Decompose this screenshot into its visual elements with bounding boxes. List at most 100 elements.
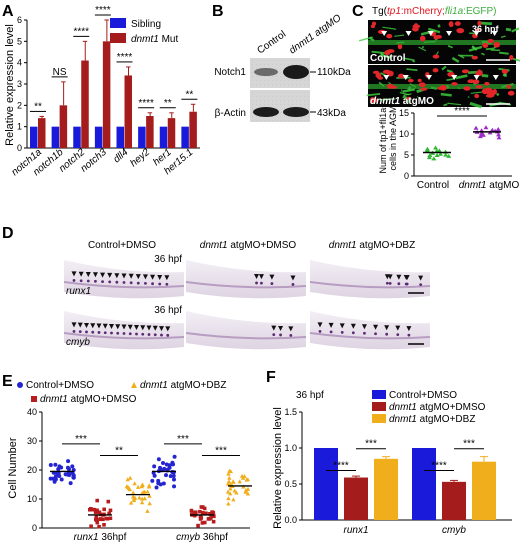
chart-e-ylabel: Cell Number (7, 437, 19, 498)
stained-cell (279, 334, 282, 337)
mcherry-cell (433, 54, 440, 58)
significance-a-4: **** (117, 52, 133, 63)
bar-f-2-runx1 (374, 459, 398, 520)
stained-cell (272, 333, 275, 336)
stained-cell (115, 281, 118, 284)
stained-cell (407, 334, 410, 337)
stained-cell (104, 331, 107, 334)
stained-cell (85, 331, 88, 334)
bar-1-notch1b (60, 105, 68, 148)
stained-cell (352, 331, 355, 334)
chart-e-xlabel: runx1 36hpf (74, 532, 127, 542)
legend-marker-e (17, 382, 23, 388)
point-e (162, 482, 166, 486)
point-e (233, 489, 237, 493)
chart-a-ytick-label: 6 (17, 15, 22, 25)
mcherry-cell (420, 36, 426, 42)
significance-c: **** (454, 106, 470, 117)
point-e (66, 466, 70, 470)
mcherry-cell (420, 88, 427, 91)
mcherry-cell (372, 22, 376, 26)
chart-a-xlabel: hey2 (128, 147, 152, 170)
mcherry-cell (508, 91, 515, 96)
bar-1-hey2 (146, 116, 154, 148)
chart-c-ytick-label: 10 (399, 129, 409, 139)
stained-cell (137, 282, 140, 285)
bar-f-0-cmyb (412, 448, 436, 520)
point-e (53, 463, 57, 467)
point-e (227, 476, 231, 480)
point-e (109, 509, 113, 513)
band-actin-mo (283, 107, 309, 117)
point-e (231, 497, 235, 501)
chart-f-ytick-label: 1.0 (284, 443, 297, 453)
point-e (238, 479, 242, 483)
ish-image-cmyb-2 (310, 303, 430, 349)
stained-cell (129, 332, 132, 335)
stained-cell (101, 280, 104, 283)
point-e (128, 476, 132, 480)
mcherry-cell (419, 82, 426, 87)
panel-c: C Tg(tp1:mCherry;fli1a:EGFP) 36 hpf Cont… (352, 3, 520, 191)
point-e (137, 496, 141, 500)
mcherry-cell (408, 79, 414, 83)
bar-0-notch3 (95, 127, 103, 148)
point-e (136, 485, 140, 489)
image-label-control: Control (370, 53, 406, 64)
stained-cell (148, 333, 151, 336)
chart-f-xlabel: runx1 (343, 525, 368, 536)
point-e (226, 501, 230, 505)
legend-label-a: Sibling (131, 19, 161, 30)
point-c (474, 126, 479, 130)
significance-a-3: **** (95, 5, 111, 16)
chart-e-ytick-label: 0 (32, 523, 37, 533)
vessel-segment (497, 94, 499, 96)
stained-cell (130, 281, 133, 284)
legend-swatch-a (110, 33, 126, 43)
stained-cell (141, 333, 144, 336)
vessel-segment (441, 94, 452, 95)
blot-size-notch1: 110kDa (317, 67, 351, 78)
bar-0-notch1b (52, 127, 60, 148)
point-e (49, 463, 53, 467)
chart-a-ytick-label: 5 (17, 36, 22, 46)
mcherry-cell (439, 85, 446, 90)
point-c (433, 145, 438, 149)
point-c (483, 125, 488, 129)
panel-letter-b: B (212, 3, 224, 20)
stained-cell (154, 333, 157, 336)
mcherry-cell (472, 56, 478, 60)
mcherry-cell (412, 27, 419, 32)
legend-label-e: dnmt1 atgMO+DMSO (40, 394, 137, 405)
mcherry-cell (463, 86, 470, 91)
point-e (72, 473, 76, 477)
point-e (64, 472, 68, 476)
point-e (210, 510, 214, 514)
transgene-title: Tg(tp1:mCherry;fli1a:EGFP) (372, 6, 497, 17)
mcherry-cell (467, 79, 475, 83)
point-e (147, 501, 151, 505)
mcherry-cell (476, 85, 483, 88)
point-e (172, 478, 176, 482)
stained-cell (73, 330, 76, 333)
legend-label-f: dnmt1 atgMO+DBZ (389, 414, 475, 425)
mcherry-cell (462, 69, 469, 73)
bar-0-her15.1 (181, 127, 189, 148)
significance-a-0: ** (34, 101, 42, 112)
stained-cell (289, 334, 292, 337)
point-e (198, 510, 202, 514)
column-header-mo-dbz: dnmt1 atgMO+DBZ (329, 240, 415, 251)
significance-a-6: ** (164, 98, 172, 109)
stained-cell (374, 332, 377, 335)
point-e (132, 481, 136, 485)
stained-cell (87, 280, 90, 283)
point-e (102, 508, 106, 512)
blot-lane-control: Control (255, 29, 288, 57)
point-e (155, 486, 159, 490)
blot-lane-dnmt1: dnmt1 atgMO (287, 13, 343, 57)
mcherry-cell (482, 89, 488, 95)
